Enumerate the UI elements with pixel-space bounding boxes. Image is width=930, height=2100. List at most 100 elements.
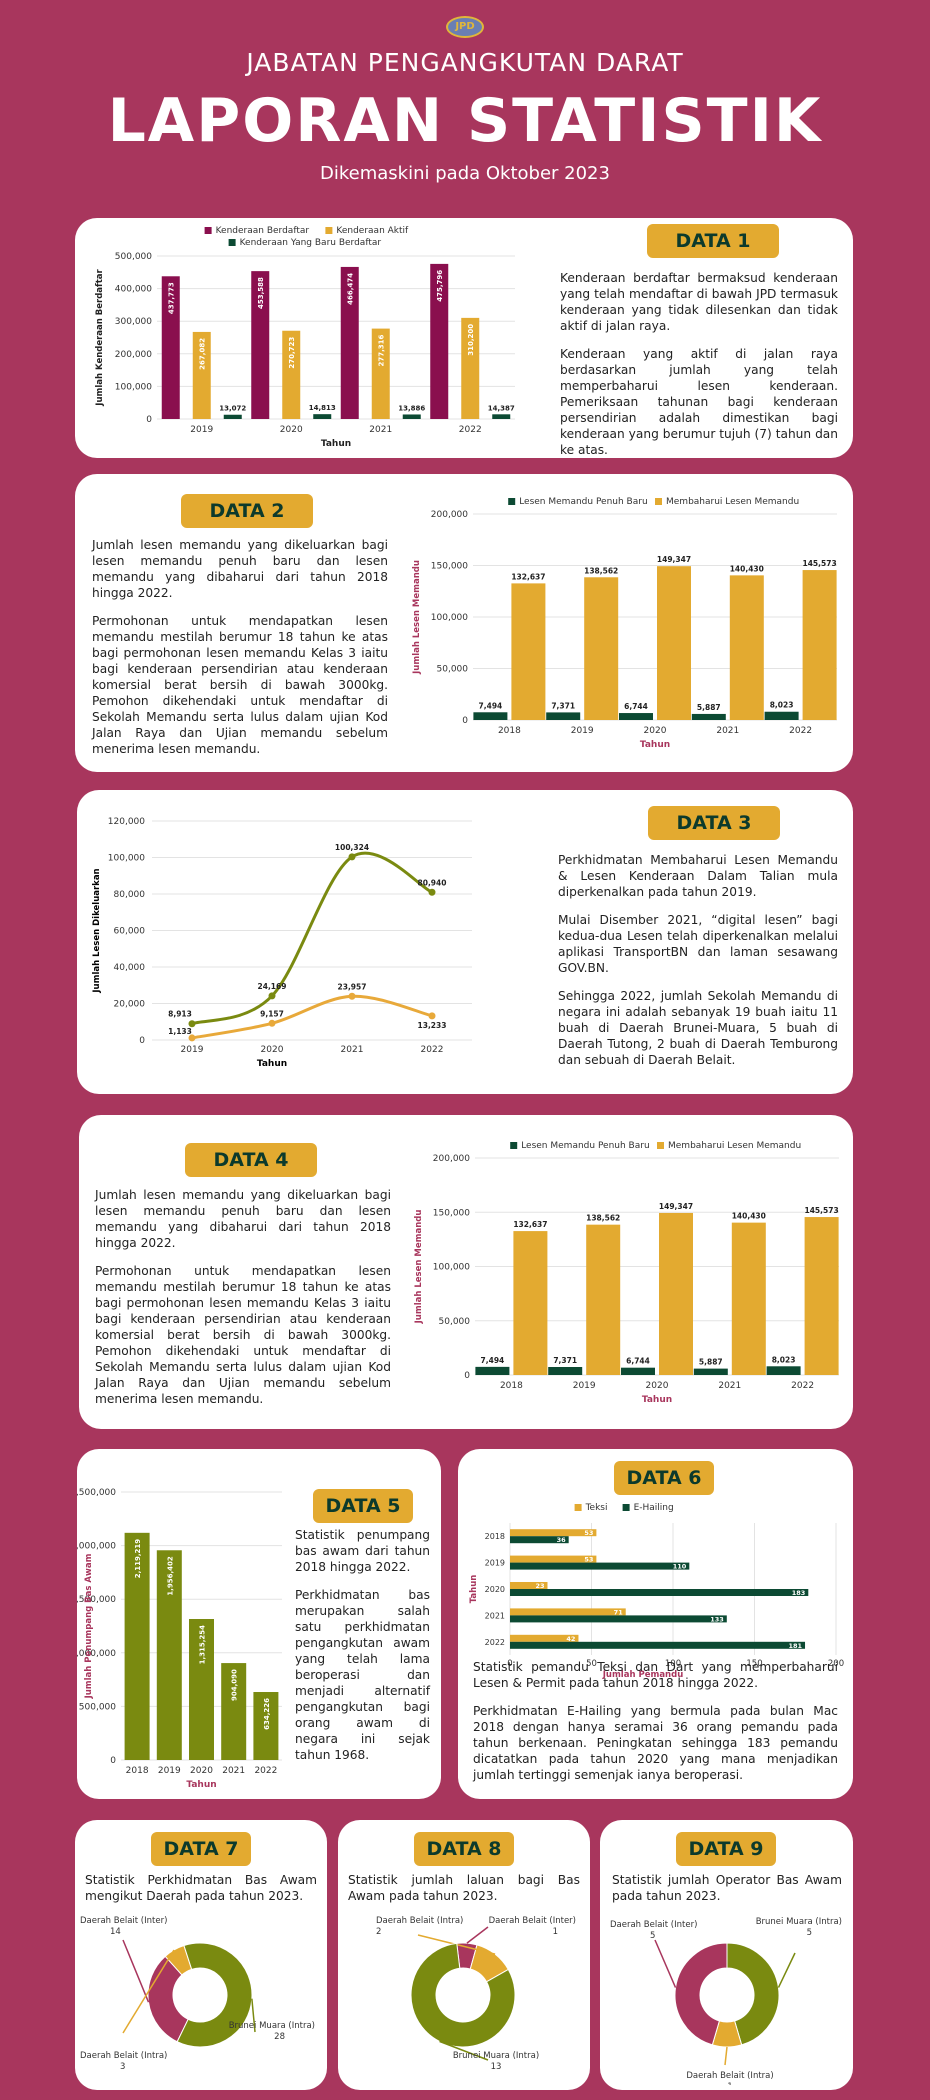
data7-slice-label: Daerah Belait (Intra): [80, 2051, 167, 2061]
data3-point: [188, 1034, 196, 1042]
data4-x-tick-label: 2020: [646, 1381, 669, 1391]
data3-text: Perkhidmatan Membaharui Lesen Memandu & …: [558, 852, 838, 1080]
data9-leader-line: [777, 1952, 796, 1988]
data1-text: Kenderaan berdaftar bermaksud kenderaan …: [560, 270, 838, 470]
data4-y-tick-label: 100,000: [433, 1263, 470, 1273]
data9-slice-value: 5: [650, 1931, 655, 1941]
data3-y-tick-label: 60,000: [114, 927, 146, 937]
data1-x-tick-label: 2021: [369, 425, 392, 435]
data5-chart: 0 500,000 1,000,000 1,500,000 2,000,000 2,500…: [77, 1488, 282, 1790]
data6-y-tick-label: 2019: [485, 1559, 505, 1568]
data3-x-tick-label: 2021: [341, 1045, 364, 1055]
data4-x-tick-label: 2022: [791, 1381, 814, 1391]
data2-y-tick-label: 150,000: [431, 562, 468, 572]
data8-slice-label: Daerah Belait (Intra): [376, 1916, 463, 1926]
data9-slice-value: 1: [727, 2082, 732, 2085]
data4-data-label: 6,744: [626, 1357, 650, 1366]
header: JPD JABATAN PENGANGKUTAN DARAT LAPORAN S…: [0, 0, 930, 210]
data8-card: DATA 8 Statistik jumlah laluan bagi Bas …: [338, 1820, 590, 2090]
data6-y-tick-label: 2018: [485, 1532, 505, 1541]
data3-label: DATA 3: [648, 806, 780, 840]
data1-legend-swatch: [204, 227, 212, 234]
data6-y-tick-label: 2022: [485, 1638, 505, 1647]
data6-bar: [510, 1555, 597, 1563]
data3-data-label: 13,233: [418, 1021, 447, 1030]
data1-y-tick-label: 500,000: [115, 252, 152, 262]
data3-y-tick-label: 120,000: [108, 817, 145, 827]
data5-y-tick-label: 0: [110, 1756, 116, 1766]
data6-x-tick-label: 150: [746, 1659, 762, 1669]
data4-bar: [804, 1217, 839, 1375]
data7-chart: Daerah Belait (Inter)14 Daerah Belait (In…: [80, 1916, 315, 2072]
data8-chart: Daerah Belait (Inter)1 Daerah Belait (Int…: [376, 1916, 576, 2072]
data1-y-tick-label: 100,000: [115, 382, 152, 392]
data5-bar: [189, 1619, 214, 1760]
data1-bar: [223, 414, 242, 419]
data2-data-label: 149,347: [657, 555, 691, 564]
data5-text: Statistik penumpang bas awam dari tahun …: [295, 1527, 430, 1775]
data3-chart: 0 20,000 40,000 60,000 80,000 100,000 120,000 8…: [92, 817, 472, 1069]
data6-x-tick-label: 50: [586, 1659, 597, 1669]
data6-x-tick-label: 200: [828, 1659, 844, 1669]
data3-point: [188, 1020, 196, 1028]
data5-y-tick-label: 1,500,000: [77, 1595, 116, 1605]
data7-slice: [176, 1942, 253, 2048]
data3-series-line: [191, 994, 433, 1040]
data1-legend-label: Kenderaan Aktif: [336, 226, 409, 236]
data6-data-label: 181: [788, 1642, 802, 1650]
data2-data-label: 140,430: [730, 564, 764, 573]
data3-y-axis-label: Jumlah Lesen Dikeluarkan: [92, 868, 102, 993]
data2-data-label: 138,562: [584, 566, 618, 575]
data1-bar: [402, 414, 421, 419]
data4-bar: [475, 1366, 510, 1375]
data5-y-tick-label: 500,000: [79, 1702, 116, 1712]
data4-data-label: 8,023: [772, 1355, 796, 1364]
data7-card: DATA 7 Statistik Perkhidmatan Bas Awam m…: [75, 1820, 327, 2090]
data2-bar: [511, 583, 546, 720]
data3-card: 0 20,000 40,000 60,000 80,000 100,000 120,000 8…: [77, 790, 853, 1094]
data2-bar: [729, 575, 764, 720]
data1-bar: [192, 331, 211, 419]
data5-bar: [253, 1692, 279, 1760]
data6-card: DATA 6 0 50 100 150 200 53 36 2018 53 110 2019 23 18…: [458, 1449, 853, 1799]
data1-x-axis-label: Tahun: [321, 439, 351, 449]
data3-y-tick-label: 40,000: [114, 963, 146, 973]
data9-slice-label: Brunei Muara (Intra): [756, 1917, 842, 1927]
data4-legend-swatch: [657, 1142, 664, 1149]
data3-y-tick-label: 100,000: [108, 854, 145, 864]
data4-data-label: 7,494: [481, 1356, 505, 1365]
data6-data-label: 53: [584, 1529, 593, 1537]
data2-y-tick-label: 100,000: [431, 613, 468, 623]
data3-data-label: 24,169: [258, 982, 287, 991]
data9-label: DATA 9: [676, 1832, 776, 1866]
data7-slice-label: Brunei Muara (Intra): [229, 2021, 315, 2031]
data4-data-label: 138,562: [586, 1214, 620, 1223]
data5-bar: [156, 1550, 182, 1760]
data9-card: DATA 9 Statistik jumlah Operator Bas Awa…: [600, 1820, 853, 2090]
data1-bar: [461, 317, 480, 419]
data5-paragraph: Perkhidmatan bas merupakan salah satu pe…: [295, 1588, 430, 1762]
data8-slice-value: 1: [553, 1927, 558, 1937]
data3-y-tick-label: 0: [139, 1036, 145, 1046]
data4-y-axis-label: Jumlah Lesen Memandu: [414, 1210, 424, 1325]
data2-y-tick-label: 50,000: [437, 665, 469, 675]
data1-bar: [313, 414, 332, 419]
data3-point: [428, 888, 436, 896]
data2-x-axis-label: Tahun: [640, 740, 670, 750]
data5-y-tick-label: 2,000,000: [77, 1542, 116, 1552]
data3-x-tick-label: 2020: [261, 1045, 284, 1055]
data6-bar: [510, 1615, 727, 1623]
data8-slice-label: Brunei Muara (Intra): [453, 2051, 539, 2061]
data2-bar: [657, 566, 691, 720]
data2-data-label: 7,494: [479, 701, 503, 710]
data1-bar: [282, 330, 301, 419]
data8-slice-value: 13: [491, 2062, 502, 2072]
data1-paragraph: Kenderaan yang aktif di jalan raya berda…: [560, 347, 838, 457]
data6-paragraph: Statistik pemandu Teksi dan Dart yang me…: [473, 1660, 838, 1690]
data3-y-tick-label: 20,000: [114, 1000, 146, 1010]
data1-legend-label: Kenderaan Berdaftar: [216, 226, 310, 236]
data3-paragraph: Mulai Disember 2021, “digital lesen” bag…: [558, 913, 838, 975]
data2-y-tick-label: 0: [462, 716, 468, 726]
data3-point: [268, 1019, 276, 1027]
